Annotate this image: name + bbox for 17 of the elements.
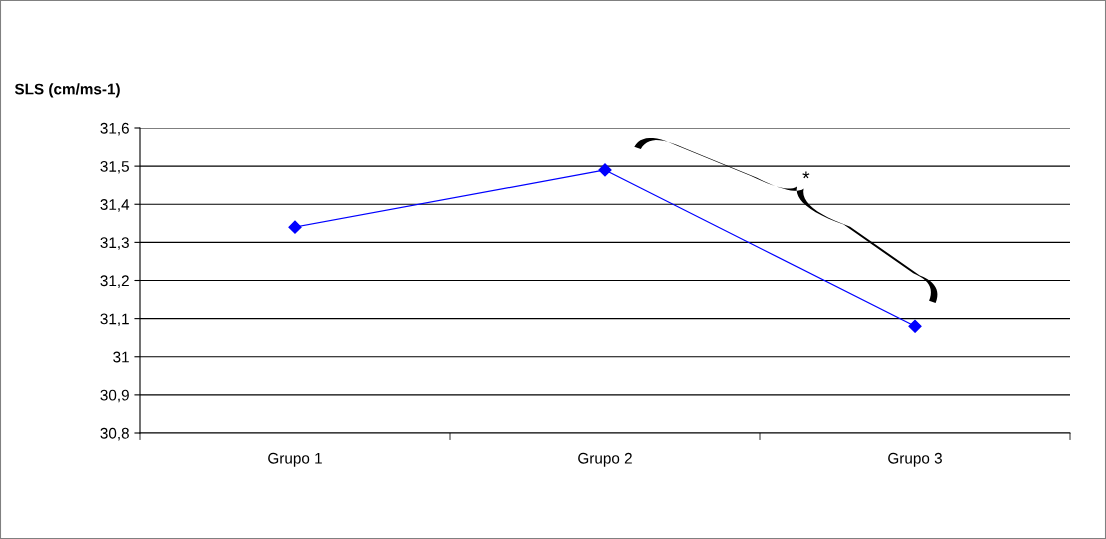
annotation: * bbox=[802, 171, 810, 179]
x-tick-label: Grupo 1 bbox=[268, 452, 322, 467]
point bbox=[908, 319, 922, 333]
y-tick-label: 31 bbox=[113, 351, 129, 363]
y-tick-label: 30,9 bbox=[100, 389, 129, 403]
x-tick-label: Grupo 3 bbox=[888, 452, 942, 467]
y-tick-label: 31,1 bbox=[100, 313, 129, 327]
y-tick-label: 31,4 bbox=[100, 199, 130, 212]
y-tick-label: 30,8 bbox=[100, 427, 129, 441]
y-tick-label: 31,5 bbox=[100, 160, 129, 174]
x-tick-label: Grupo 2 bbox=[578, 452, 632, 467]
point bbox=[288, 220, 302, 234]
point bbox=[598, 163, 612, 177]
y-tick-label: 31,2 bbox=[100, 275, 129, 288]
y-tick-label: 31,6 bbox=[100, 122, 129, 136]
y-axis-title: SLS (cm/ms-1) bbox=[14, 83, 120, 98]
y-tick-label: 31,3 bbox=[100, 237, 129, 250]
